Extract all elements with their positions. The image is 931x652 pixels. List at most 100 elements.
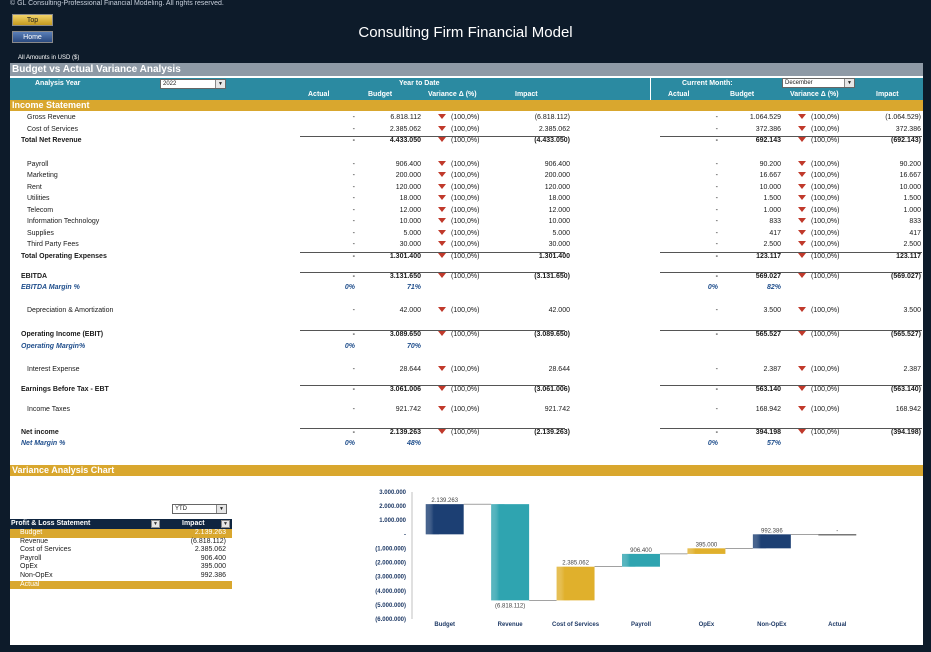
copyright-text: © GL Consulting-Professional Financial M… [10,0,224,7]
cm-budget-cell: 833 [769,218,781,225]
pnl-row: Payroll 906.400 [10,555,232,564]
cm-impact-cell: (565.527) [891,331,921,338]
pnl-row: Revenue (6.818.112) [10,538,232,547]
row-label: Cost of Services [27,126,78,133]
ytd-budget-cell: 3.131.650 [389,273,421,280]
cm-impact-cell: 3.500 [903,307,921,314]
table-row: Cost of Services - 2.385.062 (100,0%) 2.385.… [10,126,923,137]
variance-value: (100,0%) [811,137,840,144]
variance-value: (100,0%) [451,230,480,237]
cm-actual-cell: - [715,161,718,168]
cm-actual-cell: - [715,406,718,413]
pnl-row-label: Payroll [20,554,42,562]
variance-value: (100,0%) [811,406,840,413]
table-row: Total Operating Expenses - 1.301.400 (100,0… [10,253,923,264]
cm-impact-cell: 123.117 [896,253,921,260]
cm-variance-cell: (100,0%) [798,137,839,144]
ytd-label: Year to Date [399,80,440,87]
cm-actual-cell: - [715,218,718,225]
ytd-actual-cell: - [352,429,355,436]
down-arrow-icon [798,195,806,200]
y-tick-label: (5.000.000) [375,603,406,609]
cm-impact-cell: 833 [909,218,921,225]
current-month-select[interactable]: December ▼ [782,78,855,88]
col-variance-ytd: Variance Δ (%) [428,91,477,98]
table-row: Payroll - 906.400 (100,0%) 906.400 - 90.200 (10… [10,161,923,172]
ytd-budget-cell: 921.742 [395,406,421,413]
down-arrow-icon [438,218,446,223]
row-label: Total Net Revenue [21,137,82,144]
ytd-budget-cell: 120.000 [395,184,421,191]
cm-variance-cell: (100,0%) [798,273,839,280]
data-label: 395.000 [696,542,718,548]
variance-value: (100,0%) [811,253,840,260]
down-arrow-icon [438,230,446,235]
variance-value: (100,0%) [811,241,840,248]
pnl-row-value: (6.818.112) [190,537,226,545]
waterfall-bar [687,548,726,554]
analysis-year-select[interactable]: 2022 ▼ [160,79,226,89]
ytd-actual-cell: - [352,331,355,338]
bar-highlight [425,504,440,535]
ytd-budget-cell: 42.000 [399,307,421,314]
table-row: Operating Income (EBIT) - 3.089.650 (100,0%… [10,331,923,342]
ytd-variance-cell: (100,0%) [438,307,479,314]
cm-impact-cell: 16.667 [899,172,921,179]
home-button[interactable]: Home [12,31,53,43]
cm-variance-cell: (100,0%) [798,386,839,393]
cm-budget-cell: 1.500 [763,195,781,202]
variance-value: (100,0%) [451,241,480,248]
ytd-budget-cell: 48% [406,440,421,447]
filter-dropdown-icon[interactable]: ▼ [221,520,230,528]
cm-actual-cell: - [715,184,718,191]
cm-budget-cell: 168.942 [755,406,781,413]
variance-value: (100,0%) [811,273,840,280]
top-button[interactable]: Top [12,14,53,26]
cm-variance-cell: (100,0%) [798,184,839,191]
ytd-impact-cell: 2.385.062 [538,126,570,133]
down-arrow-icon [798,273,806,278]
table-row: Net Margin % 0% 48% 0% 57% [10,440,923,451]
table-row: Total Net Revenue - 4.433.050 (100,0%) (4.43… [10,137,923,148]
down-arrow-icon [438,366,446,371]
table-row: Supplies - 5.000 (100,0%) 5.000 - 417 (100,0%) 4… [10,230,923,241]
col-budget-ytd: Budget [368,91,393,98]
ytd-actual-cell: - [352,195,355,202]
ytd-budget-cell: 2.385.062 [389,126,421,133]
period-select[interactable]: YTD ▼ [172,504,227,514]
cm-actual-cell: - [715,429,718,436]
worksheet: Budget vs Actual Variance Analysis Analy… [10,63,923,645]
row-label: Payroll [27,161,49,168]
down-arrow-icon [798,137,806,142]
cm-impact-cell: 1.000 [903,207,921,214]
variance-value: (100,0%) [451,218,480,225]
ytd-actual-cell: - [352,218,355,225]
table-row: Interest Expense - 28.644 (100,0%) 28.644 - 2.… [10,366,923,377]
table-row: EBITDA Margin % 0% 71% 0% 82% [10,284,923,295]
variance-value: (100,0%) [451,366,480,373]
row-label: Supplies [27,230,54,237]
data-label: 2.385.062 [562,561,589,567]
ytd-impact-cell: 42.000 [548,307,570,314]
y-tick-label: 3.000.000 [379,490,406,496]
cm-budget-cell: 123.117 [756,253,781,260]
pnl-row-label: Revenue [20,537,49,545]
cm-actual-cell: - [715,366,718,373]
pnl-header-value: Impact [182,520,205,527]
x-tick-label: Revenue [498,622,524,628]
row-label: Earnings Before Tax - EBT [21,386,109,393]
pnl-row-value: 2.385.062 [194,546,226,554]
data-label: 906.400 [630,548,652,554]
bar-highlight [491,504,505,601]
row-label: Utilities [27,195,50,202]
data-label: 992.386 [761,528,783,534]
col-actual-ytd: Actual [308,91,330,98]
filter-dropdown-icon[interactable]: ▼ [151,520,160,528]
variance-value: (100,0%) [451,195,480,202]
ytd-actual-cell: - [352,137,355,144]
down-arrow-icon [438,207,446,212]
ytd-actual-cell: - [352,273,355,280]
ytd-variance-cell: (100,0%) [438,207,479,214]
col-actual-cm: Actual [668,91,690,98]
ytd-variance-cell: (100,0%) [438,218,479,225]
